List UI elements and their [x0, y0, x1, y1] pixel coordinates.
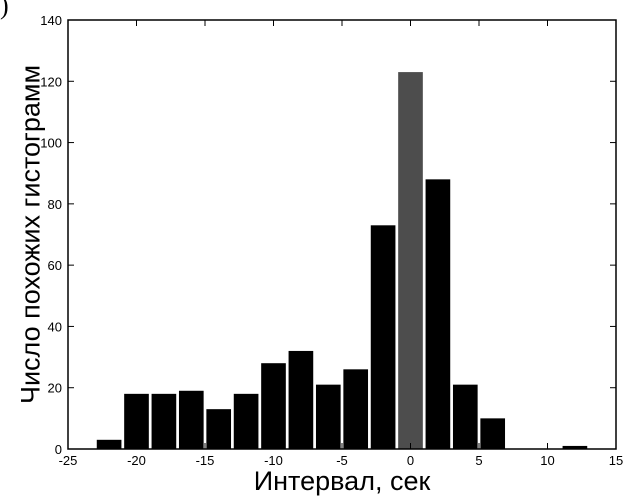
bar — [315, 384, 341, 449]
bar — [124, 393, 149, 449]
y-tick-label: 80 — [48, 197, 62, 212]
bar — [96, 439, 122, 449]
x-tick-label: 10 — [540, 453, 554, 468]
bar — [452, 384, 478, 449]
bar — [425, 179, 451, 450]
bar — [178, 390, 204, 449]
y-tick-label: 100 — [40, 136, 62, 151]
bars — [96, 72, 588, 450]
x-tick-label: -15 — [196, 453, 215, 468]
y-tick-label: 20 — [48, 381, 62, 396]
bar — [370, 225, 396, 449]
x-tick-label: 0 — [407, 453, 414, 468]
y-tick-label: 60 — [48, 258, 62, 273]
x-axis-label: Интервал, сек — [254, 466, 431, 496]
x-tick-label: -20 — [127, 453, 146, 468]
bar — [288, 350, 314, 449]
bar — [151, 393, 177, 449]
x-tick-label: 15 — [609, 453, 623, 468]
y-axis-label: Число похожих гистограмм — [15, 65, 45, 404]
y-axis-ticks: 0 20 40 60 80 100 120 140 — [40, 13, 616, 457]
bar — [562, 445, 588, 449]
y-tick-label: 120 — [40, 74, 62, 89]
bar — [480, 418, 506, 449]
bar — [233, 393, 259, 449]
y-tick-label: 0 — [55, 442, 62, 457]
x-tick-label: -25 — [59, 453, 78, 468]
x-tick-label: -5 — [336, 453, 348, 468]
bar — [206, 409, 232, 449]
x-tick-label: -10 — [264, 453, 283, 468]
bar — [343, 369, 369, 449]
x-axis-ticks: -25 -20 -15 -10 -5 0 5 10 15 — [59, 20, 623, 468]
x-tick-label: 5 — [475, 453, 482, 468]
y-tick-label: 140 — [40, 13, 62, 28]
y-tick-label: 40 — [48, 319, 62, 334]
corner-label: ) — [0, 0, 9, 20]
bar — [261, 363, 286, 449]
plot-frame — [67, 19, 617, 450]
bar — [398, 72, 423, 449]
